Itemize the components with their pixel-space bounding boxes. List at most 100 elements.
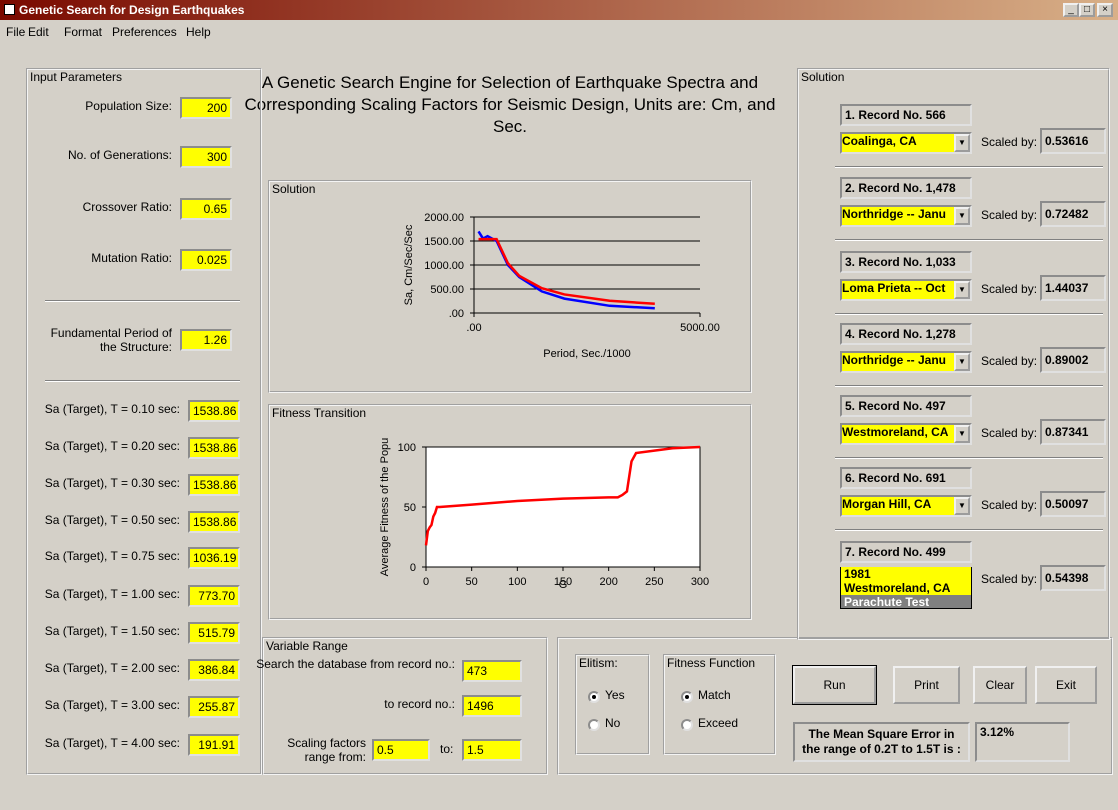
combo-text: Coalinga, CA (842, 134, 917, 148)
scale-value: 0.50097 (1040, 491, 1106, 517)
scaled-label: Scaled by: (981, 354, 1038, 368)
menu-item[interactable]: File (6, 25, 26, 39)
x-tick-label: 5000.00 (680, 322, 720, 334)
mse-value: 3.12% (975, 722, 1070, 762)
separator (835, 239, 1103, 241)
radio-label[interactable]: No (605, 716, 621, 730)
radio-label[interactable]: Yes (605, 688, 625, 702)
x-tick-label: 200 (599, 576, 617, 588)
target-label: Sa (Target), T = 1.50 sec: (44, 624, 180, 638)
separator (835, 385, 1103, 387)
combo-arrow[interactable]: ▼ (954, 425, 970, 443)
target-input[interactable]: 1036.19 (188, 547, 240, 569)
chart: .00 500.00 1000.00 1500.00 2000.00 .00 5000.00… (403, 212, 720, 360)
dropdown-item[interactable]: Parachute Test (840, 595, 972, 609)
target-input[interactable]: 1538.86 (188, 511, 240, 533)
target-label: Sa (Target), T = 0.20 sec: (44, 439, 180, 453)
x-tick-label: 250 (645, 576, 663, 588)
combo-arrow[interactable]: ▼ (954, 353, 970, 371)
radio-label[interactable]: Exceed (698, 716, 739, 730)
scale-value: 0.54398 (1040, 565, 1106, 591)
period-input[interactable]: 1.26 (180, 329, 232, 351)
record-combo[interactable]: Northridge -- Janu ▼ (840, 351, 972, 373)
target-input[interactable]: 1538.86 (188, 474, 240, 496)
record-label: 7. Record No. 499 (840, 541, 972, 563)
radio-label[interactable]: Match (698, 688, 731, 702)
radio-button[interactable] (588, 719, 600, 731)
y-tick-label: 1000.00 (424, 260, 464, 272)
dropdown-item[interactable]: Westmoreland, CA (840, 581, 972, 595)
radio-button[interactable] (588, 691, 600, 703)
x-tick-label: 100 (508, 576, 526, 588)
target-input[interactable]: 1538.86 (188, 400, 240, 422)
heading: A Genetic Search Engine for Selection of… (244, 73, 776, 136)
record-label: 2. Record No. 1,478 (840, 177, 972, 199)
input-parameters-group-title: Input Parameters (28, 70, 125, 84)
scale-from-input[interactable]: 0.5 (372, 739, 430, 761)
field-label: Mutation Ratio: (91, 251, 172, 265)
radio-button[interactable] (681, 719, 693, 731)
app-icon (4, 4, 15, 15)
record-combo[interactable]: Northridge -- Janu ▼ (840, 205, 972, 227)
button[interactable]: Print (893, 666, 960, 704)
menu-item[interactable]: Edit (28, 25, 49, 39)
target-input[interactable]: 1538.86 (188, 437, 240, 459)
combo-arrow[interactable]: ▼ (954, 281, 970, 299)
target-input[interactable]: 191.91 (188, 734, 240, 756)
scale-to-input[interactable]: 1.5 (462, 739, 522, 761)
scale-value: 0.89002 (1040, 347, 1106, 373)
record-label: 3. Record No. 1,033 (840, 251, 972, 273)
from-label: Search the database from record no.: (256, 657, 455, 671)
y-tick-label: 2000.00 (424, 212, 464, 224)
combo-arrow[interactable]: ▼ (954, 134, 970, 152)
data-line (477, 230, 655, 310)
minimize-button[interactable]: _ (1063, 3, 1079, 17)
menu-item[interactable]: Format (64, 25, 103, 39)
separator (835, 313, 1103, 315)
field-input[interactable]: 0.025 (180, 249, 232, 271)
combo-arrow[interactable]: ▼ (954, 497, 970, 515)
variable-range-group: Variable Range (262, 637, 548, 775)
y-tick-label: 100 (398, 442, 416, 454)
combo-text: Northridge -- Janu (842, 207, 946, 221)
y-axis-label: Sa, Cm/Sec/Sec (403, 224, 415, 305)
field-input[interactable]: 200 (180, 97, 232, 119)
radio-group: Fitness Function (663, 654, 776, 755)
radio-button[interactable] (681, 691, 693, 703)
dropdown-item[interactable]: 1981 (840, 567, 972, 581)
field-label: Population Size: (85, 99, 172, 113)
button[interactable]: Run (793, 666, 876, 704)
scaled-label: Scaled by: (981, 135, 1038, 149)
fitness-chart-group: Fitness Transition (268, 404, 752, 620)
scale-value: 0.87341 (1040, 419, 1106, 445)
target-label: Sa (Target), T = 4.00 sec: (44, 736, 180, 750)
target-input[interactable]: 255.87 (188, 696, 240, 718)
target-input[interactable]: 773.70 (188, 585, 240, 607)
record-combo[interactable]: Morgan Hill, CA ▼ (840, 495, 972, 517)
from-input[interactable]: 473 (462, 660, 522, 682)
target-input[interactable]: 386.84 (188, 659, 240, 681)
radio-dot (685, 695, 689, 699)
fitness-chart-group-title: Fitness Transition (270, 406, 369, 420)
y-tick-label: 1500.00 (424, 236, 464, 248)
variable-range-group-title: Variable Range (264, 639, 350, 653)
solution-group: Solution (797, 68, 1110, 640)
separator (835, 457, 1103, 459)
scale-value: 1.44037 (1040, 275, 1106, 301)
record-combo[interactable]: Westmoreland, CA ▼ (840, 423, 972, 445)
record-combo[interactable]: Coalinga, CA ▼ (840, 132, 972, 154)
button[interactable]: Exit (1035, 666, 1097, 704)
to-input[interactable]: 1496 (462, 695, 522, 717)
field-input[interactable]: 300 (180, 146, 232, 168)
record-combo[interactable]: Loma Prieta -- Oct ▼ (840, 279, 972, 301)
menu-item[interactable]: Preferences (112, 25, 177, 39)
target-input[interactable]: 515.79 (188, 622, 240, 644)
combo-arrow[interactable]: ▼ (954, 207, 970, 225)
maximize-button[interactable]: □ (1079, 3, 1095, 17)
y-tick-label: 0 (410, 562, 416, 574)
close-button[interactable]: × (1097, 3, 1113, 17)
button[interactable]: Clear (973, 666, 1027, 704)
field-input[interactable]: 0.65 (180, 198, 232, 220)
radio-group-title: Elitism: (577, 656, 620, 670)
menu-item[interactable]: Help (186, 25, 211, 39)
